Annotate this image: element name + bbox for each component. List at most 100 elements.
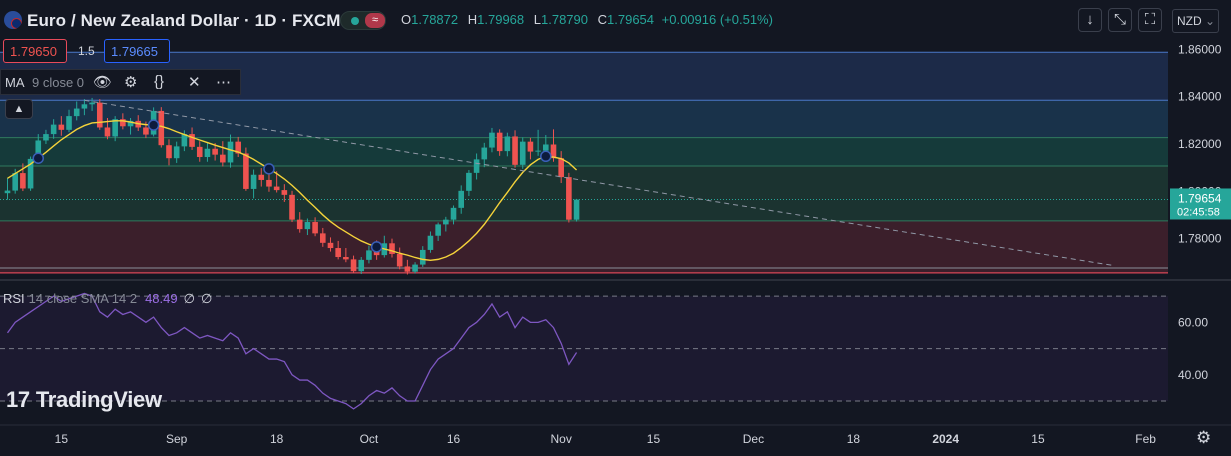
rsi-value: 48.49 [145,291,178,306]
eurnzd-flag-icon [4,11,22,29]
settings-icon[interactable]: ⚙ [124,74,138,91]
candle-body [27,158,34,189]
symbol-exchange: FXCM [292,11,341,30]
candle-body [235,141,241,154]
candle-body [120,119,126,127]
close-value: 1.79654 [607,12,655,27]
tradingview-logo[interactable]: 17 TradingView [6,387,162,413]
time-tick-label: Sep [166,432,188,446]
candle-body [173,146,180,159]
candle-body [350,259,357,272]
candle-body [12,173,18,191]
candle-body [212,148,218,155]
candle-body [543,144,549,151]
candle-body [4,190,11,194]
candle-body [481,147,488,160]
candle-body [473,159,480,173]
time-tick-label: Dec [743,432,764,446]
time-axis: 15 Sep 18 Oct 16 Nov 15 Dec 18 2024 15 Feb [0,424,1231,446]
candle-body [112,119,118,137]
candle-body [327,242,334,249]
high-key: H [467,12,478,27]
candle-body [227,141,234,163]
sell-button[interactable]: 1.79650 [3,39,67,63]
candle-body [373,250,380,256]
download-button[interactable]: ↓ [1078,8,1102,32]
camera-icon: ⛶ [1144,11,1156,28]
zone-bands [0,51,1168,274]
tradingview-wordmark: TradingView [35,387,162,412]
trendline-line [84,99,1115,267]
candle-body [166,145,172,159]
candle-body [312,222,318,234]
last-price-tag [1170,188,1231,220]
candle-body [96,102,103,128]
price-tick-label: 1.82000 [1178,137,1222,151]
candle-body [419,249,426,265]
buy-button[interactable]: 1.79665 [104,39,170,63]
candle-body [412,264,418,272]
candle-body [220,154,226,163]
ma-cross-marker [370,241,383,253]
symbol-name: Euro / New Zealand Dollar [27,11,240,30]
candle-body [404,266,411,272]
fullscreen-button[interactable]: ⤡ [1108,8,1132,32]
candle-body [343,257,349,260]
candle-body [250,174,257,189]
time-tick-label: 2024 [932,432,959,446]
time-tick-label: 16 [447,432,461,446]
rsi-tick-label: 40.00 [1178,368,1208,382]
chevron-down-icon: ⌄ [1205,14,1216,28]
candle-body [58,124,65,130]
rsi-na-1: ∅ [183,291,195,306]
market-open-dot-icon [351,17,359,25]
candle-body [273,186,280,191]
price-axis-background [1168,0,1231,456]
time-tick-label: 15 [55,432,69,446]
market-status-pill[interactable]: ≈ [340,11,386,30]
ma-cross-marker [147,119,160,131]
candle-body [566,177,572,220]
zone-band [0,100,1168,138]
candle-body [296,219,303,230]
price-tick-label: 1.84000 [1178,90,1222,104]
price-tick-label: 1.86000 [1178,42,1222,56]
collapse-legend-button[interactable]: ▲ [5,99,33,119]
time-tick-label: Nov [551,432,572,446]
rsi-legend[interactable]: RSI 14 close SMA 14 2 48.49 ∅ ∅ [3,291,212,307]
candle-body [258,174,265,180]
close-icon[interactable]: ✕ [188,74,201,91]
candle-body [289,194,295,220]
title-separator: · [239,11,255,30]
ma-legend[interactable]: MA 9 close 0 👁 ⚙ {} ✕ ⋯ [0,69,241,95]
ma-cross-marker [263,163,275,175]
title-separator: · [276,11,292,30]
close-key: C [597,12,608,27]
symbol-interval: 1D [254,11,277,30]
eye-icon[interactable]: 👁 [93,74,113,91]
time-tick-label: 15 [647,432,661,446]
screenshot-button[interactable]: ⛶ [1138,8,1162,32]
candle-body [35,140,42,159]
currency-select[interactable]: NZD ⌄ [1172,9,1219,33]
gear-icon[interactable]: ⚙ [1196,428,1212,447]
candle-body [181,134,188,147]
candlestick-series [4,97,580,275]
candle-body [73,108,80,117]
trendline [84,99,1115,267]
candle-body [535,150,541,152]
candle-body [358,259,365,272]
zone-band [0,166,1168,221]
symbol-title[interactable]: Euro / New Zealand Dollar · 1D · FXCM [27,11,341,31]
candle-body [389,243,395,254]
ma-name: MA [5,75,25,90]
download-icon: ↓ [1086,11,1094,28]
candle-body [196,146,203,158]
source-code-icon[interactable]: {} [154,73,165,90]
time-tick-label: 18 [847,432,861,446]
candle-body [20,173,26,189]
time-tick-label: 18 [270,432,284,446]
candle-body [396,253,403,267]
more-icon[interactable]: ⋯ [216,74,231,91]
